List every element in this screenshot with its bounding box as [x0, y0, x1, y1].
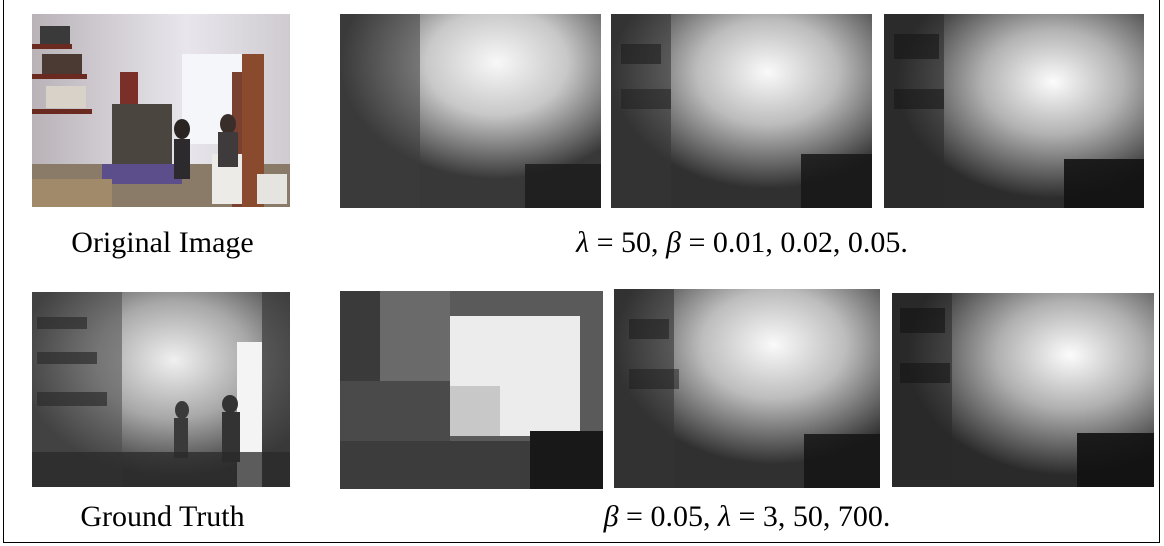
caption-beta-0.05-lambda-series: β = 0.05, λ = 3, 50, 700.	[340, 502, 1154, 532]
caption-lambda-50-beta-series: λ = 50, β = 0.01, 0.02, 0.05.	[340, 228, 1144, 258]
lambda-symbol: λ	[576, 226, 590, 259]
lambda-symbol: λ	[717, 500, 731, 533]
equation-part: = 0.01, 0.02, 0.05.	[680, 226, 908, 259]
ground-truth-depth-map	[32, 292, 290, 487]
beta-symbol: β	[603, 500, 619, 533]
equation-part: = 3, 50, 700.	[730, 500, 891, 533]
caption-ground-truth: Ground Truth	[80, 500, 245, 533]
original-image	[32, 14, 290, 207]
equation-part: = 0.05,	[618, 500, 718, 533]
depth-map-beta-0.01	[340, 14, 601, 208]
depth-map-lambda-700	[892, 293, 1154, 487]
depth-map-beta-0.05	[884, 14, 1144, 208]
beta-symbol: β	[666, 226, 681, 259]
depth-map-lambda-3	[340, 291, 603, 489]
depth-map-beta-0.02	[611, 14, 872, 208]
figure-frame	[3, 0, 1160, 543]
depth-map-lambda-50	[614, 289, 880, 488]
equation-part: = 50,	[589, 226, 667, 259]
caption-original-image: Original Image	[71, 226, 254, 259]
